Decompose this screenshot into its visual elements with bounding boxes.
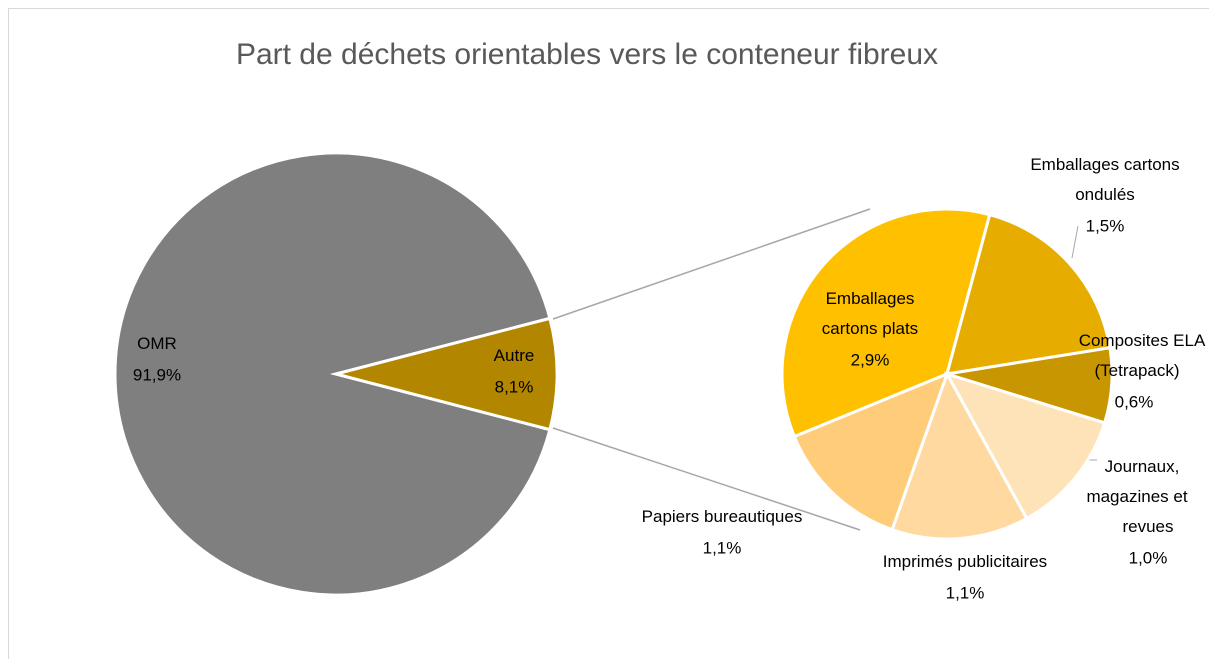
- slice-label: OMR: [137, 334, 177, 353]
- chart-title: Part de déchets orientables vers le cont…: [236, 38, 938, 71]
- pie-slice: [330, 316, 559, 432]
- connector-line: [552, 208, 871, 320]
- label-line: magazines et: [1086, 487, 1187, 506]
- connector-line: [552, 427, 861, 531]
- value-label: 1,1%: [946, 583, 985, 602]
- label-line: ondulés: [1075, 185, 1135, 204]
- slice-label: Autre: [494, 346, 535, 365]
- slice-label: Composites ELA (Tetrapack): [1079, 331, 1206, 380]
- pie-slice: [890, 370, 1029, 541]
- slice-label: Emballages cartons plats: [822, 289, 918, 338]
- label-line: Autre: [494, 346, 535, 365]
- slice-label: Journaux, magazines et revues: [1086, 457, 1187, 536]
- label-line: Emballages cartons: [1030, 155, 1179, 174]
- label-line: Journaux,: [1105, 457, 1180, 476]
- slice-label: Emballages cartons ondulés: [1030, 155, 1179, 204]
- pie-slice: [943, 371, 1107, 521]
- label-line: revues: [1122, 517, 1173, 536]
- slice-label: Imprimés publicitaires: [883, 552, 1047, 571]
- pie-slice: [792, 371, 950, 532]
- slice-label: Papiers bureautiques: [642, 507, 803, 526]
- label-line: OMR: [137, 334, 177, 353]
- value-label: 1,0%: [1129, 548, 1168, 567]
- label-line: (Tetrapack): [1094, 361, 1179, 380]
- label-line: Emballages: [826, 289, 915, 308]
- value-label: 1,5%: [1086, 216, 1125, 235]
- value-label: 0,6%: [1115, 392, 1154, 411]
- label-line: Imprimés publicitaires: [883, 552, 1047, 571]
- pie-slice: [780, 207, 992, 439]
- label-line: Composites ELA: [1079, 331, 1206, 350]
- value-label: 8,1%: [495, 377, 534, 396]
- leader-line: [1071, 225, 1079, 259]
- value-label: 91,9%: [133, 365, 181, 384]
- value-label: 1,1%: [703, 538, 742, 557]
- label-line: cartons plats: [822, 319, 918, 338]
- pie-slice: [944, 212, 1112, 376]
- value-label: 2,9%: [851, 350, 890, 369]
- label-line: Papiers bureautiques: [642, 507, 803, 526]
